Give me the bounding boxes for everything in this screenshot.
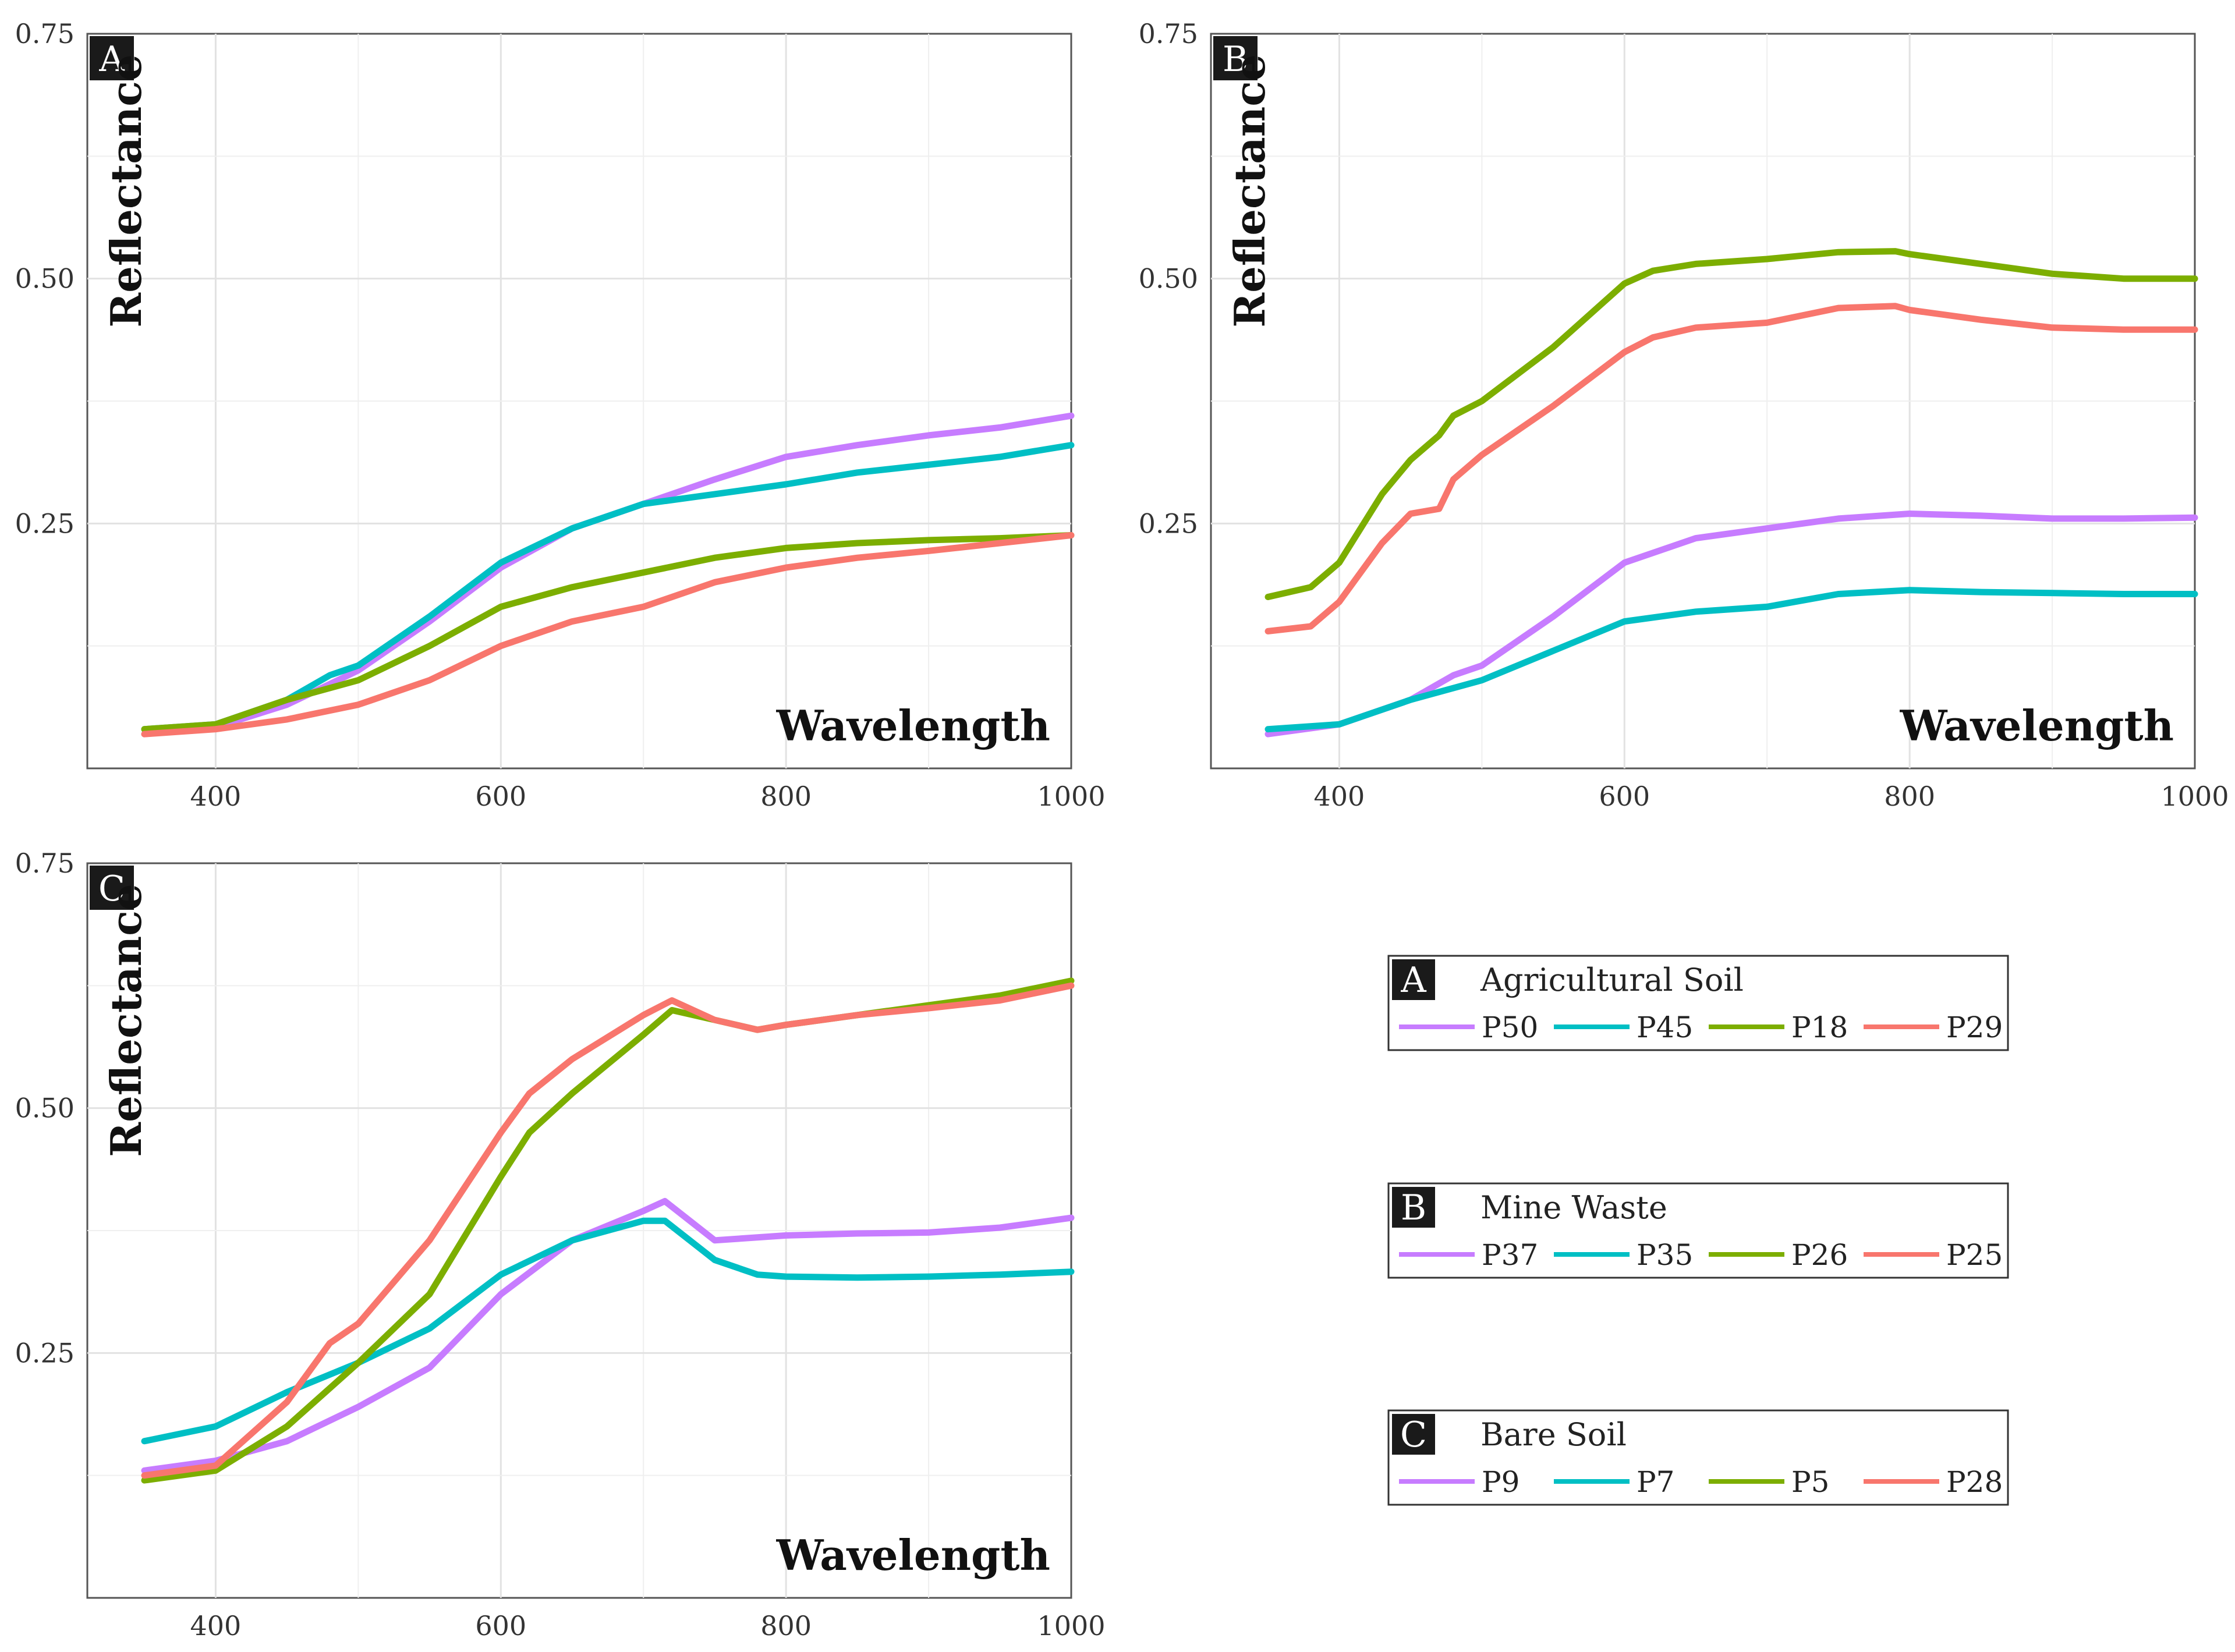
gridlines [87,34,1071,768]
series-line-p37 [1265,511,2198,738]
series-line-p28 [141,982,1075,1479]
panel-badge-label: B [1223,39,1248,80]
series-line-p29 [141,532,1075,738]
series-line-p18 [141,532,1075,733]
x-tick-label: 1000 [2160,781,2229,812]
panel-badge-label: A [98,39,125,80]
y-tick-label: 0.75 [15,848,75,879]
x-tick-label: 400 [190,781,242,812]
y-tick-label: 0.75 [15,18,75,49]
legend-item-p28: P28 [1946,1465,2003,1499]
legend-item-p9: P9 [1482,1465,1519,1499]
x-tick-label: 600 [475,781,526,812]
legend-item-p45: P45 [1637,1011,1693,1044]
legend-frame [1387,1182,2009,1279]
x-axis-title: Wavelength [1900,701,2174,750]
legend-frame [1387,1409,2009,1506]
legend-badge [1392,959,1435,1000]
y-tick-label: 0.50 [1139,263,1198,295]
x-tick-label: 400 [1314,781,1365,812]
legend-badge-label: A [1400,960,1426,1001]
panel-badge: C [90,866,134,910]
x-tick-label: 1000 [1037,1610,1105,1642]
y-axis-title: Reflectance [101,884,151,1157]
x-tick-label: 600 [1599,781,1650,812]
x-tick-label: 400 [190,1610,242,1642]
legend-item-p29: P29 [1946,1011,2003,1044]
x-axis-title: Wavelength [776,701,1050,750]
legend-item-p50: P50 [1482,1011,1538,1044]
y-tick-label: 0.50 [15,1093,75,1124]
series-lines [141,412,1075,738]
series-lines [1265,248,2198,738]
y-tick-label: 0.25 [1139,508,1198,539]
panel-badge: B [1213,36,1258,80]
legend-title: Agricultural Soil [1480,962,1744,998]
y-tick-label: 0.50 [15,263,75,295]
legend-title: Mine Waste [1480,1189,1667,1226]
series-line-p25 [1265,303,2198,634]
x-tick-label: 800 [760,1610,812,1642]
series-lines [141,977,1075,1484]
legend-title: Bare Soil [1480,1416,1627,1453]
series-line-p35 [1265,587,2198,733]
y-tick-label: 0.75 [1139,18,1198,49]
legend-badge [1392,1187,1435,1228]
legend-item-p37: P37 [1482,1238,1538,1272]
y-tick-label: 0.25 [15,508,75,539]
legend-badge-label: B [1401,1187,1426,1228]
legend-item-p7: P7 [1637,1465,1674,1499]
panel-badge: A [90,36,134,80]
gridlines [1211,34,2195,768]
x-tick-label: 800 [1884,781,1935,812]
series-line-p9 [141,1198,1075,1474]
legend-mine-waste: B Mine Waste P37 P35 P26 P25 [1387,1182,2009,1279]
legend-badge [1392,1414,1435,1455]
legend-frame [1387,955,2009,1051]
legend-item-p5: P5 [1791,1465,1829,1499]
x-tick-label: 600 [475,1610,526,1642]
legend-agricultural-soil: A Agricultural Soil P50 P45 P18 P29 [1387,955,2009,1051]
legend-item-p18: P18 [1791,1011,1848,1044]
y-axis-title: Reflectance [101,54,151,328]
series-line-p7 [141,1217,1075,1445]
series-line-p45 [141,442,1075,733]
series-line-p26 [1265,248,2198,600]
x-tick-label: 1000 [1037,781,1105,812]
legend-item-p25: P25 [1946,1238,2003,1272]
legend-item-p26: P26 [1791,1238,1848,1272]
y-axis-title: Reflectance [1225,54,1274,328]
y-tick-label: 0.25 [15,1337,75,1369]
x-tick-label: 800 [760,781,812,812]
panel-badge-label: C [98,868,125,909]
legend-item-p35: P35 [1637,1238,1693,1272]
x-axis-title: Wavelength [776,1530,1050,1580]
legend-badge-label: C [1400,1415,1427,1455]
legend-bare-soil: C Bare Soil P9 P7 P5 P28 [1387,1409,2009,1506]
